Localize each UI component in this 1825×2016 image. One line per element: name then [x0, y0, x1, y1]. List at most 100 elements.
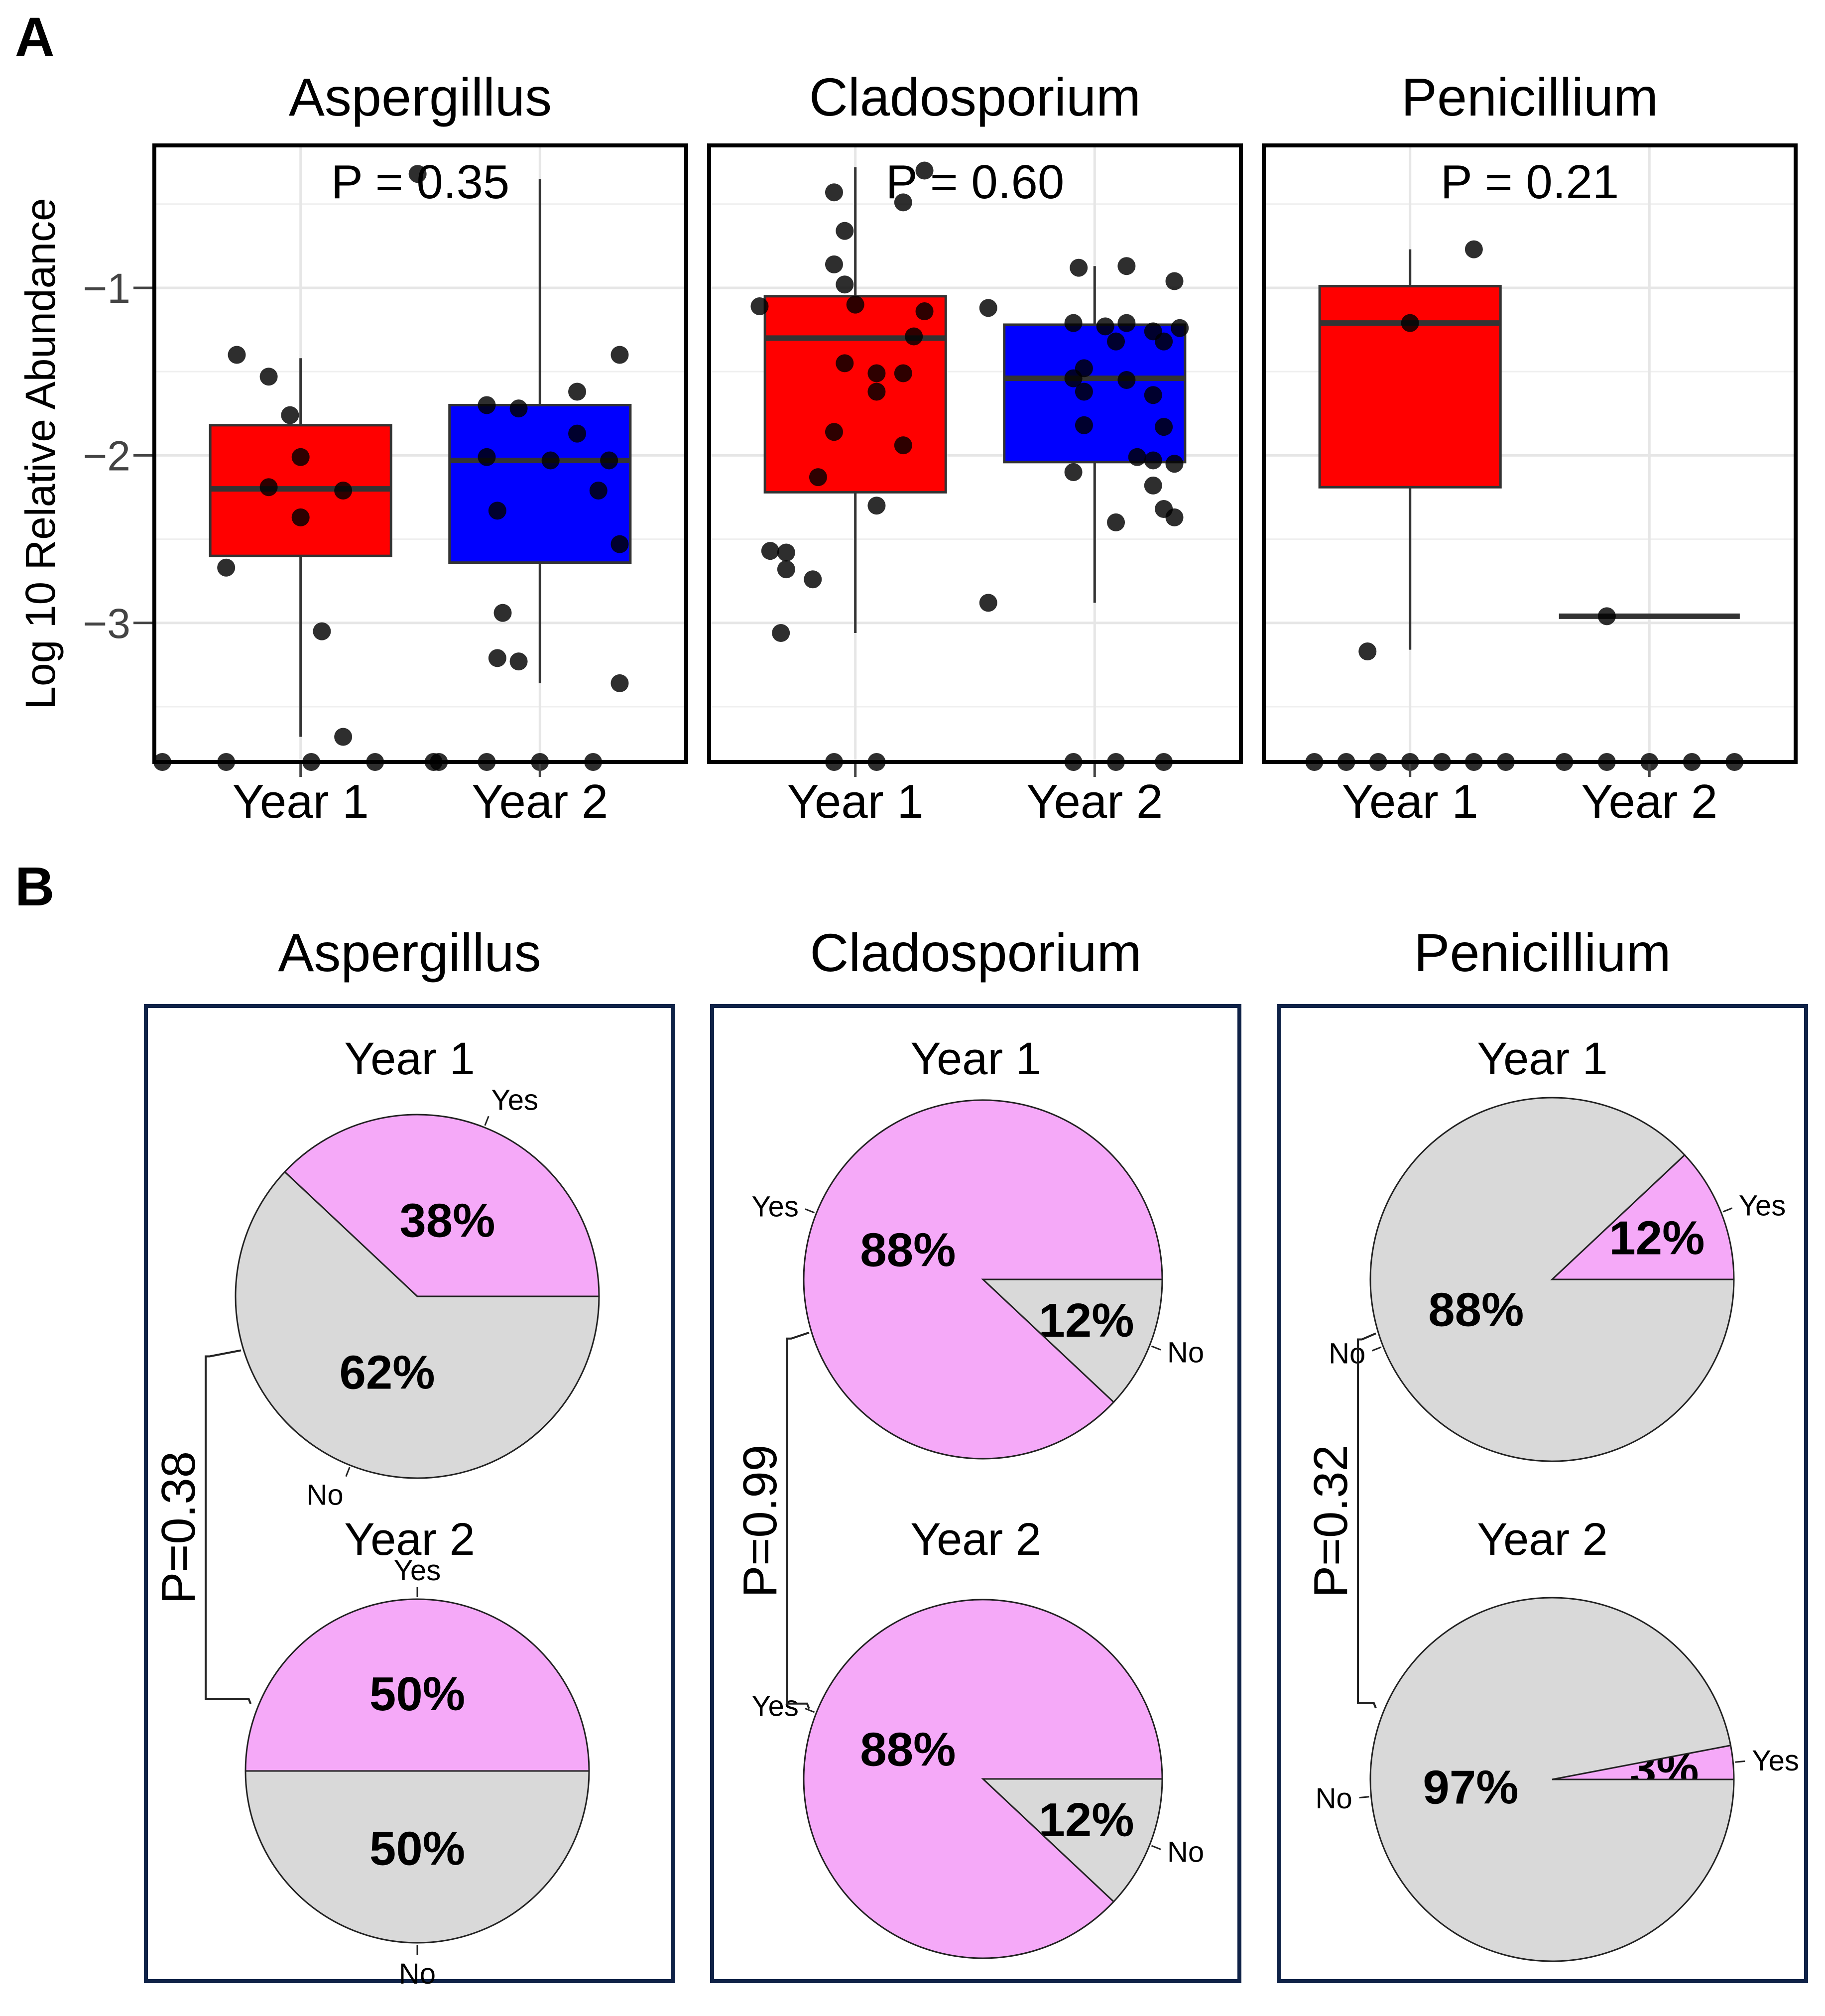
facet-frame: [152, 143, 688, 764]
pie-slice-percent: 88%: [1428, 1283, 1524, 1336]
data-point: [777, 560, 795, 579]
pie-facet-frame: [1277, 1004, 1808, 1983]
pie-facet-title: Aspergillus: [278, 922, 541, 983]
facet-title: Aspergillus: [289, 67, 552, 127]
x-tick-label: Year 2: [472, 775, 608, 828]
pie-slice-yes: [244, 1598, 590, 1772]
facet-aspergillus: Aspergillus Year 1 Year 2 P = 0.35: [152, 67, 688, 828]
data-point: [905, 327, 923, 346]
data-point: [894, 193, 912, 212]
data-point: [1165, 455, 1184, 473]
data-point: [589, 482, 608, 500]
pie-slice-percent: 50%: [369, 1822, 465, 1875]
pie-slice-percent: 97%: [1423, 1761, 1518, 1814]
data-point: [894, 364, 912, 382]
data-point: [750, 297, 769, 315]
data-point: [1144, 476, 1162, 495]
pie-title: Year 1: [910, 1033, 1041, 1084]
significance-bracket: [786, 1331, 810, 1709]
pie-slice-yes: [803, 1099, 1163, 1460]
pie-title: Year 2: [344, 1514, 475, 1565]
pie-slice-label: No: [1167, 1836, 1204, 1869]
data-point: [1064, 314, 1083, 332]
pie-slice-label: No: [1316, 1782, 1352, 1815]
x-tick-label: Year 1: [233, 775, 369, 828]
pie-slice-label: No: [306, 1479, 343, 1512]
panel-a-boxplots: Log 10 Relative Abundance −1 −2 −3 Aspergill…: [17, 67, 1798, 828]
data-point: [772, 624, 790, 642]
data-point: [1075, 382, 1093, 401]
data-point: [836, 222, 854, 240]
y-axis-title: Log 10 Relative Abundance: [17, 198, 64, 709]
pie-slice-label: No: [1167, 1337, 1204, 1369]
pie-slice-yes: [803, 1599, 1163, 1959]
pie-slice-no: [1369, 1097, 1735, 1462]
data-point: [568, 382, 587, 401]
facet-frame: [707, 143, 1243, 764]
data-point: [334, 728, 353, 746]
pie-facet-title: Penicillium: [1414, 922, 1671, 983]
data-point: [825, 423, 843, 441]
data-point: [600, 451, 618, 470]
data-point: [259, 478, 278, 497]
data-point: [761, 542, 779, 560]
pie-label-leader: [484, 1116, 489, 1126]
data-point: [217, 558, 236, 577]
facet-penicillium: Penicillium Year 1 Year 2 P = 0.21: [1262, 67, 1798, 828]
pie-label-leader: [1151, 1845, 1161, 1850]
pie-slice-label: Yes: [491, 1084, 538, 1116]
data-point: [1107, 332, 1125, 351]
pie-slice-no: [244, 1770, 590, 1944]
pie-slice-label: No: [399, 1958, 436, 1990]
data-point: [1117, 257, 1136, 275]
data-point: [509, 652, 528, 671]
pie-title: Year 2: [910, 1514, 1041, 1565]
data-point: [979, 594, 997, 612]
data-point: [1144, 386, 1162, 404]
data-point: [493, 604, 512, 622]
data-point: [979, 299, 997, 317]
data-point: [1117, 371, 1136, 389]
panel-label-a: A: [15, 6, 54, 68]
pie-label-leader: [805, 1208, 815, 1214]
data-point: [334, 482, 353, 500]
data-point: [291, 508, 310, 526]
data-point: [291, 448, 310, 466]
box-year-1: [763, 295, 947, 494]
pie-facet-title: Cladosporium: [810, 922, 1141, 983]
pie-p-value-label: P=0.99: [733, 1445, 787, 1598]
pie-slice-no: [981, 1278, 1163, 1403]
data-point: [867, 497, 886, 515]
data-point: [1075, 416, 1093, 434]
pie-title: Year 1: [1477, 1033, 1608, 1084]
pie-label-leader: [1359, 1796, 1369, 1799]
y-tick-label: −2: [83, 432, 130, 479]
pie-label-leader: [1151, 1345, 1161, 1351]
data-point: [228, 346, 246, 364]
pie-title: Year 2: [1477, 1514, 1608, 1565]
data-point: [408, 165, 427, 183]
x-tick-label: Year 2: [1026, 775, 1163, 828]
significance-bracket: [1357, 1332, 1377, 1709]
data-point: [1096, 317, 1114, 336]
data-point: [809, 468, 827, 487]
data-point: [1064, 463, 1083, 482]
data-point: [867, 382, 886, 401]
pie-title: Year 1: [344, 1033, 475, 1084]
data-point: [1401, 314, 1419, 332]
facet-title: Cladosporium: [809, 67, 1141, 127]
data-point: [1155, 332, 1173, 351]
pie-slice-label: Yes: [751, 1690, 799, 1722]
pie-slice-percent: 38%: [399, 1194, 495, 1247]
x-tick-label: Year 1: [787, 775, 924, 828]
pie-slice-percent: 12%: [1609, 1212, 1704, 1265]
pie-p-value-label: P=0.32: [1304, 1445, 1357, 1598]
pie-slice-label: Yes: [1739, 1190, 1786, 1222]
pie-slice-yes: [283, 1114, 600, 1297]
data-point: [777, 543, 795, 562]
data-point: [825, 183, 843, 202]
data-point: [478, 448, 496, 466]
data-point: [1358, 642, 1377, 660]
